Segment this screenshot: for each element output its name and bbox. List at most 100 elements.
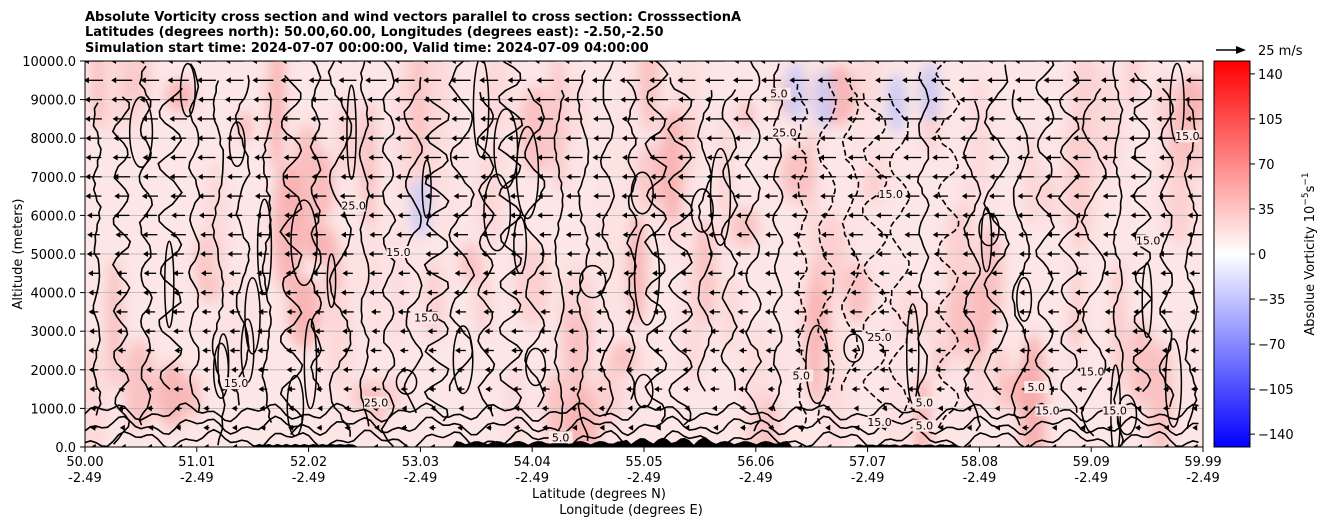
wind-vector xyxy=(621,193,639,200)
wind-vector-head xyxy=(904,212,910,219)
wind-vector xyxy=(280,77,302,84)
wind-vector-head xyxy=(538,289,544,296)
wind-vector xyxy=(337,96,358,103)
wind-vector xyxy=(704,96,725,103)
wind-vector xyxy=(1192,424,1198,431)
wind-vector-head xyxy=(623,270,629,277)
wind-vector-head xyxy=(510,251,516,257)
wind-vector-head xyxy=(197,135,203,142)
wind-vector-head xyxy=(597,366,603,373)
contour-loop xyxy=(633,223,661,326)
wind-vector-head xyxy=(256,270,262,277)
wind-vector xyxy=(1132,251,1144,257)
wind-vector xyxy=(737,289,749,296)
wind-vector-head xyxy=(252,77,258,84)
contour-label: 15.0 xyxy=(224,377,249,390)
contour-line xyxy=(279,74,304,436)
wind-vector-head xyxy=(563,96,569,103)
wind-vector xyxy=(625,308,635,315)
wind-vector xyxy=(1023,444,1029,447)
wind-vector xyxy=(258,386,268,393)
wind-vector xyxy=(343,386,352,393)
field-patch xyxy=(976,225,1003,331)
wind-vector xyxy=(875,96,893,103)
x-tick-label-lat: 53.03 xyxy=(402,455,439,470)
colorbar-tick-label: 35 xyxy=(1258,203,1275,218)
wind-vector xyxy=(370,308,381,315)
y-tick-label: 0.0 xyxy=(55,441,76,456)
wind-vector xyxy=(1156,96,1177,103)
contour-loop xyxy=(346,84,357,180)
wind-vector-head xyxy=(964,347,970,354)
wind-vector-head xyxy=(116,270,122,277)
wind-vector xyxy=(1048,328,1059,335)
wind-vector xyxy=(146,386,154,393)
wind-vector-head xyxy=(1080,444,1086,447)
wind-vector xyxy=(594,231,609,238)
wind-vector xyxy=(144,308,156,315)
wind-vector xyxy=(1156,115,1177,122)
wind-vector xyxy=(455,328,466,335)
contour-label: 15.0 xyxy=(1035,404,1060,417)
wind-vector-head xyxy=(202,386,208,393)
wind-vector xyxy=(428,347,437,354)
wind-vector xyxy=(818,173,837,180)
wind-vector xyxy=(256,328,269,335)
wind-vector xyxy=(1191,386,1199,393)
wind-vector-head xyxy=(536,77,542,84)
wind-vector xyxy=(227,251,242,257)
contour-line xyxy=(916,71,930,403)
wind-vector xyxy=(620,61,639,64)
wind-vector-head xyxy=(845,77,851,84)
wind-vector xyxy=(566,270,581,277)
wind-vector xyxy=(907,366,917,373)
wind-vector xyxy=(821,231,834,238)
wind-vector-head xyxy=(451,115,457,122)
wind-vector xyxy=(987,96,1007,103)
x-tick-label-lat: 56.06 xyxy=(737,455,774,470)
wind-vector-head xyxy=(960,135,966,142)
wind-vector xyxy=(203,424,210,431)
colorbar-tick-label: 70 xyxy=(1258,158,1275,173)
wind-vector xyxy=(875,212,893,219)
wind-vector-head xyxy=(257,347,263,354)
wind-vector-head xyxy=(145,347,151,354)
wind-vector xyxy=(1014,77,1036,84)
wind-vector-head xyxy=(342,347,348,354)
wind-vector-head xyxy=(113,173,119,180)
wind-vector xyxy=(85,61,104,64)
wind-vector-head xyxy=(991,347,997,354)
wind-vector xyxy=(987,61,1007,64)
wind-vector-head xyxy=(1020,366,1026,373)
wind-vector-head xyxy=(791,154,797,161)
contour-line xyxy=(576,69,591,441)
wind-vector-head xyxy=(401,405,407,412)
wind-vector-head xyxy=(766,328,772,335)
contour-line xyxy=(327,61,353,437)
wind-vector-head xyxy=(227,251,233,257)
wind-vector-head xyxy=(1045,135,1051,142)
wind-vector xyxy=(593,115,611,122)
wind-vector xyxy=(365,61,386,64)
wind-vector xyxy=(201,308,212,315)
wind-vector-head xyxy=(197,173,203,180)
wind-vector-head xyxy=(340,173,346,180)
wind-vector-head xyxy=(1156,115,1162,122)
wind-vector-head xyxy=(1075,347,1081,354)
wind-vector-head xyxy=(907,308,913,315)
wind-vector xyxy=(1080,444,1086,447)
wind-vector xyxy=(395,173,413,180)
wind-vector xyxy=(1073,135,1090,142)
wind-vector-head xyxy=(286,308,292,315)
wind-vector xyxy=(650,212,667,219)
wind-vector-head xyxy=(675,61,681,64)
wind-vector xyxy=(399,347,409,354)
field-patch xyxy=(325,288,351,390)
field-patch xyxy=(922,303,952,346)
wind-vectors xyxy=(85,61,1203,447)
wind-vector xyxy=(709,347,720,354)
wind-vector-head xyxy=(761,96,767,103)
wind-vector xyxy=(1043,96,1064,103)
wind-vector xyxy=(655,405,661,412)
wind-vector-head xyxy=(738,386,744,393)
